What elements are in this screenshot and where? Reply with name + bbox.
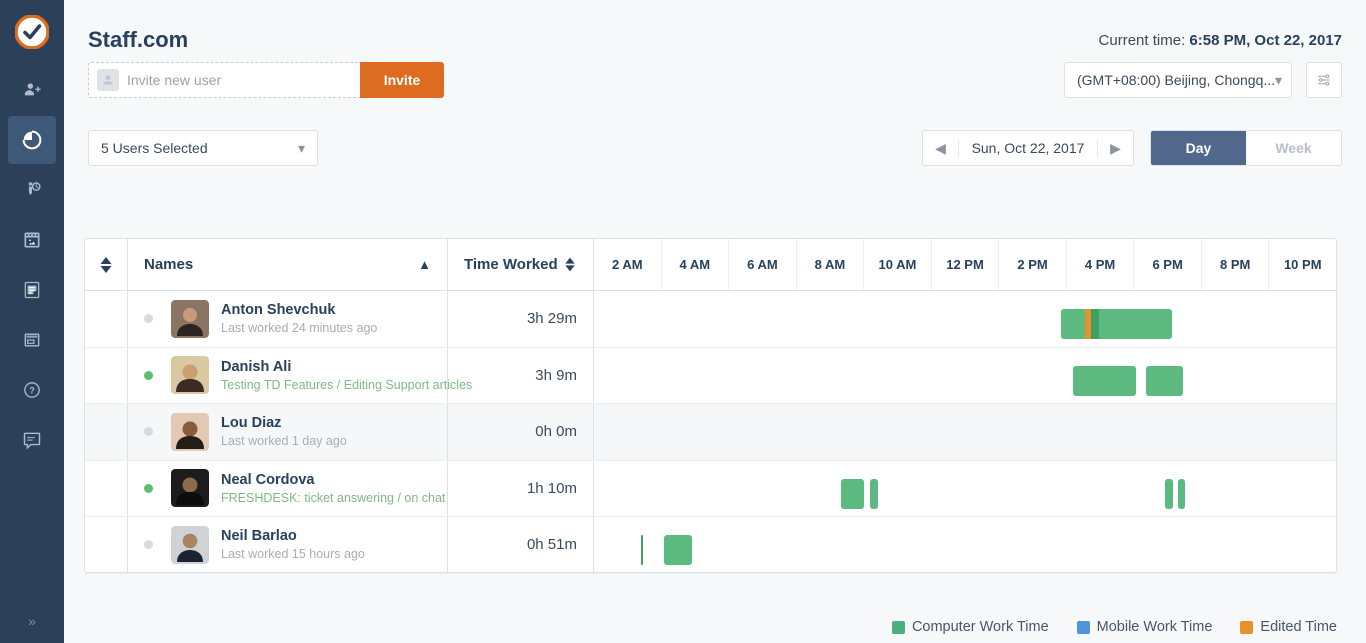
svg-text:?: ? (29, 386, 34, 396)
